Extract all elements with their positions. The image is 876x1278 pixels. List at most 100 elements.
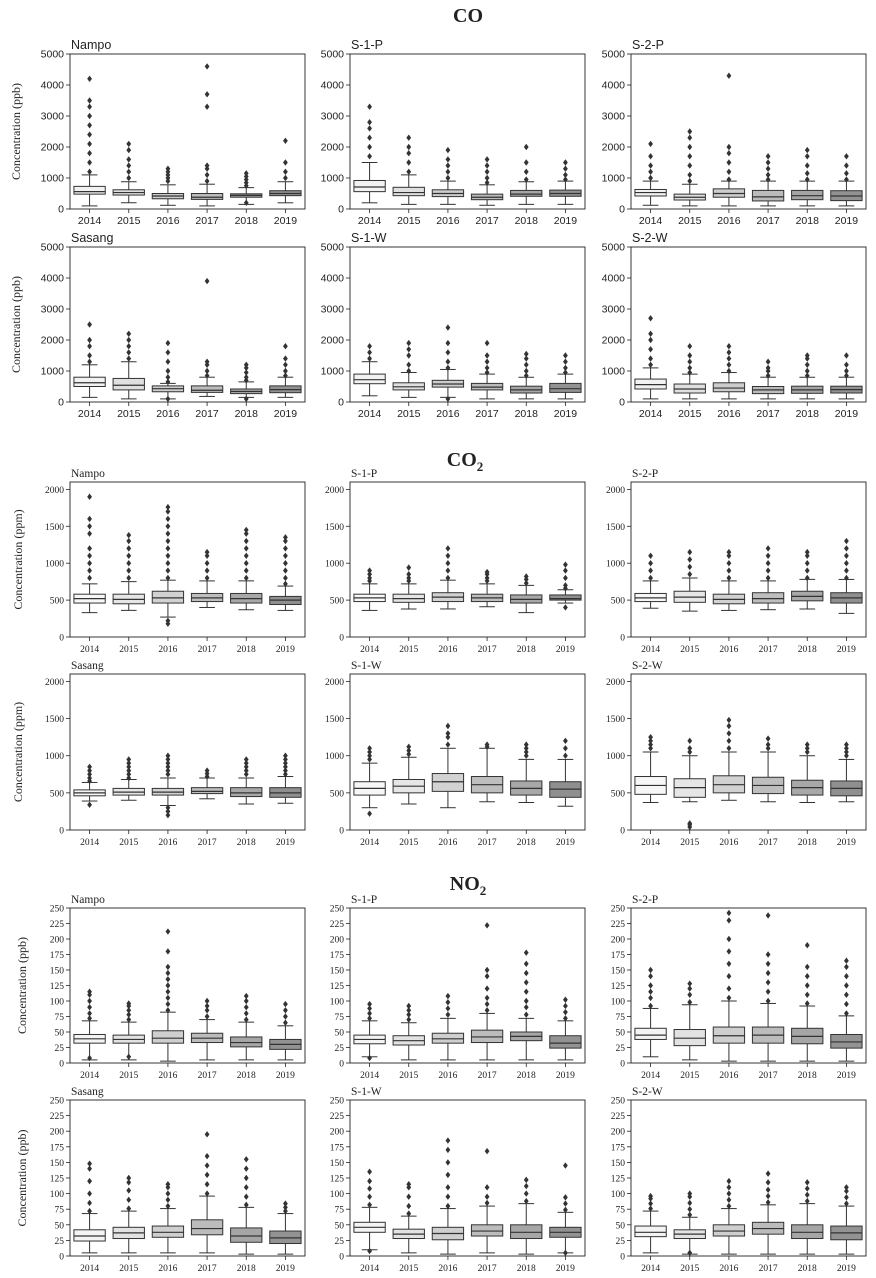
- box-2016: 2016: [151, 1181, 185, 1274]
- outlier-point: [765, 364, 771, 372]
- outlier-point: [445, 1171, 451, 1179]
- outlier-point: [726, 168, 732, 175]
- y-tick-label: 1500: [45, 523, 64, 533]
- outlier-point: [648, 552, 653, 560]
- outlier-point: [367, 1015, 372, 1022]
- subplot-title: Sasang: [71, 1086, 104, 1098]
- x-tick-label: 2016: [717, 408, 741, 420]
- outlier-point: [126, 1205, 132, 1212]
- box-iqr: [751, 189, 785, 202]
- outlier-point: [126, 1007, 132, 1014]
- y-tick-label: 0: [339, 634, 344, 644]
- outlier-point: [804, 153, 810, 160]
- outlier-point: [126, 336, 132, 344]
- x-tick-label: 2016: [436, 215, 460, 227]
- outlier-point: [243, 992, 249, 1000]
- box-2018: 2018: [791, 352, 824, 420]
- outlier-point: [687, 352, 693, 359]
- box-2018: 2018: [510, 573, 543, 655]
- y-axis-label: Concentration (ppb): [15, 937, 29, 1034]
- box-2019: 2019: [830, 1184, 863, 1274]
- box-iqr: [151, 1030, 185, 1044]
- x-tick-label: 2019: [554, 215, 578, 227]
- outlier-point: [165, 358, 171, 365]
- outlier-point: [445, 733, 451, 741]
- outlier-point: [283, 545, 288, 552]
- outlier-point: [165, 982, 171, 989]
- outlier-point: [87, 112, 92, 120]
- outlier-point: [87, 336, 92, 344]
- box-2016: 2016: [431, 1137, 465, 1274]
- outlier-point: [445, 395, 451, 403]
- x-tick-label: 2019: [556, 645, 575, 655]
- outlier-point: [87, 1190, 92, 1197]
- outlier-point: [87, 1177, 92, 1185]
- outlier-point: [283, 372, 288, 379]
- subplot-title: S-1-P: [351, 468, 377, 480]
- outlier-point: [726, 548, 732, 556]
- outlier-point: [445, 1137, 451, 1144]
- outlier-point: [726, 367, 732, 375]
- box-2015: 2015: [112, 1174, 145, 1274]
- outlier-point: [844, 1000, 849, 1008]
- outlier-point: [844, 545, 849, 552]
- outlier-point: [406, 361, 412, 368]
- x-tick-label: 2015: [117, 408, 141, 420]
- outlier-point: [726, 150, 732, 157]
- box-2014: 2014: [73, 75, 106, 227]
- y-tick-label: 0: [619, 204, 625, 216]
- outlier-point: [726, 1196, 732, 1204]
- x-tick-label: 2017: [478, 1071, 497, 1081]
- box-2016: 2016: [151, 503, 185, 655]
- section-title: CO2: [447, 449, 484, 474]
- outlier-point: [204, 1190, 210, 1197]
- outlier-point: [523, 752, 529, 759]
- outlier-point: [367, 1054, 372, 1062]
- y-tick-label: 150: [611, 967, 626, 977]
- outlier-point: [445, 552, 451, 560]
- outlier-point: [243, 763, 249, 771]
- outlier-point: [648, 741, 653, 748]
- outlier-point: [283, 1207, 288, 1215]
- outlier-point: [165, 808, 171, 815]
- outlier-point: [563, 561, 568, 568]
- subplot-s-1-w: S-1-W 0 1000 2000 3000 4000 5000 2014 2015 2016 20…: [321, 231, 586, 420]
- outlier-point: [726, 1202, 732, 1210]
- outlier-point: [204, 1181, 210, 1188]
- outlier-point: [204, 103, 210, 110]
- outlier-point: [126, 343, 132, 350]
- outlier-point: [804, 1197, 810, 1205]
- box-2014: 2014: [634, 733, 667, 848]
- y-axis-label: Concentration (ppb): [9, 276, 23, 373]
- x-tick-label: 2018: [237, 838, 256, 848]
- outlier-point: [126, 1000, 132, 1007]
- outlier-point: [726, 1190, 732, 1197]
- box-2019: 2019: [269, 137, 302, 227]
- outlier-point: [765, 1170, 771, 1177]
- outlier-point: [243, 530, 249, 537]
- outlier-point: [804, 170, 810, 177]
- outlier-point: [523, 1011, 529, 1018]
- outlier-point: [523, 1176, 529, 1184]
- subplot-title: Nampo: [71, 894, 105, 906]
- subplot-s-2-w: S-2-W 0 500 1000 1500 2000 2014 2015 2016 2017 201…: [606, 660, 867, 848]
- y-tick-label: 250: [611, 1097, 626, 1107]
- y-tick-label: 5000: [602, 49, 626, 61]
- outlier-point: [523, 361, 529, 368]
- outlier-point: [367, 571, 372, 578]
- outlier-point: [484, 985, 490, 992]
- y-tick-label: 2000: [602, 142, 626, 154]
- y-tick-label: 2000: [321, 335, 345, 347]
- outlier-point: [687, 999, 693, 1006]
- outlier-point: [283, 759, 288, 767]
- outlier-point: [367, 1168, 372, 1175]
- outlier-point: [283, 534, 288, 541]
- plot-frame: [69, 1099, 306, 1257]
- outlier-point: [726, 994, 732, 1002]
- y-tick-label: 50: [335, 1221, 345, 1231]
- y-tick-label: 0: [620, 1060, 625, 1070]
- box-iqr: [712, 382, 746, 393]
- y-tick-label: 5000: [41, 242, 65, 254]
- y-tick-label: 250: [50, 905, 65, 915]
- outlier-point: [406, 143, 412, 151]
